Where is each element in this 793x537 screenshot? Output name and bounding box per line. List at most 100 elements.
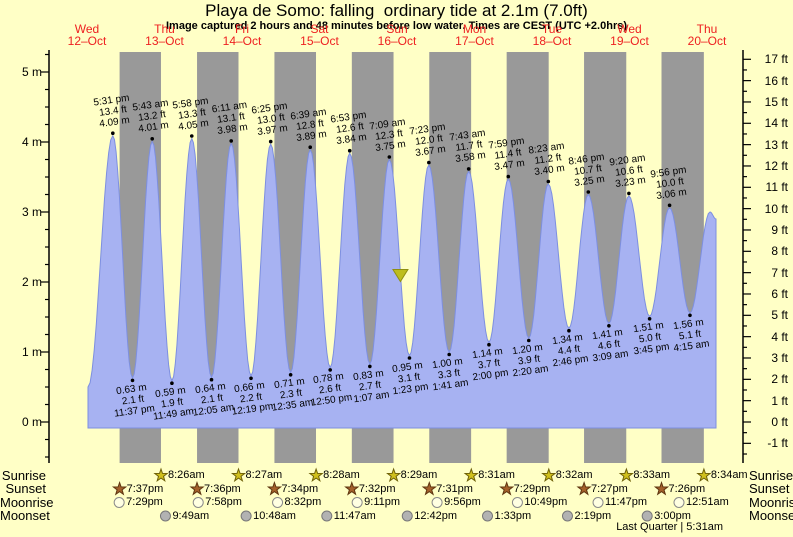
- sunset-star-icon: [499, 480, 515, 496]
- day-date: 19–Oct: [610, 33, 649, 48]
- low-tide-dot: [526, 338, 531, 343]
- high-tide-dot: [586, 190, 591, 194]
- sunset-star-icon: [189, 480, 205, 496]
- day-label: Mon 17–Oct: [437, 22, 513, 48]
- high-tide-dot: [427, 160, 431, 165]
- y-axis-label-feet: -1 ft: [767, 436, 788, 451]
- y-axis-label-feet: 14 ft: [764, 116, 788, 131]
- y-axis-label-metres: 2 m: [21, 275, 42, 289]
- day-name: Mon: [462, 22, 487, 36]
- sunrise-row-label-left: Sunrise: [1, 468, 46, 483]
- sunrise-time: 8:28am: [323, 469, 360, 481]
- day-label: Wed 19–Oct: [592, 23, 668, 48]
- day-label: Wed 12–Oct: [49, 22, 125, 47]
- high-tide-dot: [466, 167, 471, 171]
- day-name: Thu: [154, 22, 175, 36]
- sunrise-star-icon: [230, 467, 247, 483]
- low-tide-dot: [130, 378, 135, 383]
- day-date: 16–Oct: [377, 33, 417, 48]
- high-tide-dot: [189, 134, 194, 138]
- moonrise-circle-icon: [192, 497, 204, 508]
- sunset-time: 7:27pm: [591, 482, 628, 495]
- sunrise-time: 8:33am: [633, 469, 671, 481]
- sunset-star-icon: [421, 480, 437, 496]
- moonrise-circle-icon: [592, 497, 604, 508]
- sunrise-time: 8:31am: [478, 469, 515, 481]
- day-label: Fri 14–Oct: [204, 23, 280, 48]
- day-date: 15–Oct: [300, 33, 339, 48]
- day-date: 14–Oct: [222, 33, 262, 48]
- low-tide-dot: [368, 364, 372, 369]
- low-tide-dot: [407, 356, 412, 360]
- y-axis-label-feet: 13 ft: [764, 137, 788, 152]
- moonset-time: 11:47am: [333, 509, 376, 522]
- y-axis-label-feet: 0 ft: [771, 415, 788, 429]
- moonrise-circle-icon: [431, 497, 443, 508]
- sunset-star-icon: [266, 480, 283, 496]
- sunset-time: 7:37pm: [126, 482, 164, 495]
- sunset-time: 7:31pm: [436, 482, 473, 495]
- page-subtitle: Image captured 2 hours and 48 minutes be…: [165, 20, 628, 32]
- y-axis-label-metres: 4 m: [21, 135, 42, 149]
- sunset-row-label-right: Sunset: [749, 481, 790, 496]
- day-label: Sat 15–Oct: [282, 22, 358, 48]
- moonset-row-label-left: Moonset: [0, 508, 50, 523]
- moonrise-circle-icon: [272, 497, 284, 508]
- moonset-time: 1:33pm: [494, 509, 532, 522]
- y-axis-label-feet: 1 ft: [771, 393, 788, 408]
- moonrise-row-label-left: Moonrise: [0, 495, 54, 510]
- low-tide-dot: [328, 368, 332, 372]
- moonrise-time: 10:49pm: [524, 496, 568, 508]
- sunrise-star-icon: [696, 467, 712, 483]
- moonrise-time: 9:56pm: [444, 496, 481, 508]
- low-tide-dot: [647, 317, 652, 321]
- y-axis-label-metres: 5 m: [21, 65, 42, 79]
- moonrise-circle-icon: [673, 497, 685, 508]
- moonset-time: 3:00pm: [654, 509, 691, 522]
- low-tide-dot: [487, 342, 491, 347]
- sunrise-star-icon: [541, 467, 557, 483]
- y-axis-label-feet: 15 ft: [764, 94, 788, 109]
- y-axis-label-feet: 4 ft: [771, 329, 788, 344]
- y-axis-label-feet: 10 ft: [764, 201, 788, 216]
- day-name: Wed: [74, 22, 100, 36]
- moonset-time: 12:42pm: [414, 509, 458, 522]
- low-tide-dot: [567, 328, 571, 333]
- low-tide-dot: [170, 381, 174, 386]
- day-date: 17–Oct: [455, 33, 494, 48]
- day-name: Sat: [310, 22, 329, 36]
- moonrise-time: 7:58pm: [205, 496, 242, 508]
- day-label: Sun 16–Oct: [359, 23, 435, 48]
- moonset-circle-icon: [561, 510, 573, 522]
- moonrise-time: 12:51am: [685, 496, 729, 508]
- sunrise-time: 8:29am: [400, 469, 438, 481]
- sunset-time: 7:34pm: [281, 482, 319, 495]
- high-tide-dot: [667, 203, 672, 208]
- low-tide-dot: [607, 324, 611, 328]
- y-axis-label-metres: 0 m: [21, 415, 42, 429]
- moonrise-time: 8:32pm: [284, 496, 322, 508]
- current-tide-marker-icon: [392, 269, 409, 283]
- day-date: 13–Oct: [145, 33, 184, 48]
- low-tide-dot: [288, 373, 293, 377]
- moonset-time: 9:49am: [172, 509, 210, 522]
- moonrise-time: 11:47pm: [605, 496, 648, 508]
- y-axis-label-feet: 16 ft: [764, 73, 788, 88]
- high-tide-dot: [111, 131, 115, 135]
- sunrise-star-icon: [463, 467, 479, 483]
- sunrise-star-icon: [153, 467, 169, 483]
- sunset-time: 7:36pm: [204, 482, 241, 495]
- high-tide-dot: [347, 148, 352, 153]
- page-title: Playa de Somo: falling ordinary tide at …: [205, 1, 588, 20]
- day-label: Thu 13–Oct: [127, 22, 203, 48]
- high-tide-dot: [308, 145, 313, 149]
- day-label: Thu 20–Oct: [669, 22, 745, 47]
- low-tide-dot: [447, 352, 451, 357]
- high-tide-dot: [546, 179, 551, 184]
- moonset-circle-icon: [641, 510, 653, 522]
- moonrise-circle-icon: [113, 497, 125, 508]
- moonset-circle-icon: [159, 510, 171, 522]
- day-name: Thu: [696, 22, 718, 36]
- sunset-star-icon: [653, 480, 670, 496]
- sunrise-time: 8:32am: [555, 469, 593, 481]
